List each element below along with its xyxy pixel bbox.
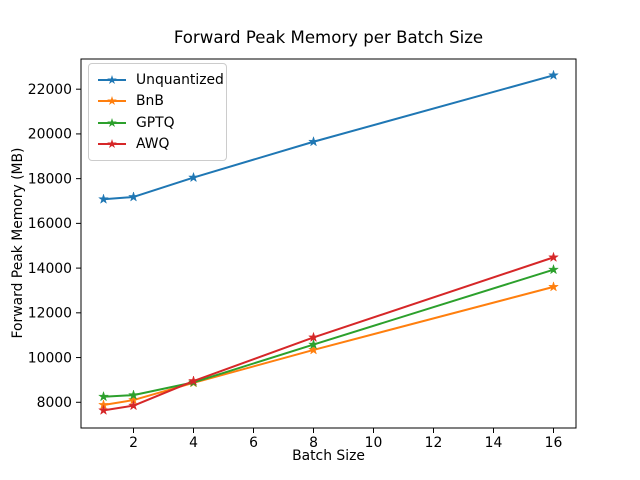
data-point-marker [187,171,200,183]
legend-item-gptq: GPTQ [97,112,218,134]
x-tick-label: 12 [425,435,443,451]
x-tick-label: 2 [129,435,138,451]
data-point-marker [307,344,320,355]
data-point-marker [307,331,320,343]
legend-line-sample [98,74,126,84]
data-point-marker [127,191,140,202]
y-tick-label: 18000 [28,171,72,187]
legend-label: BnB [136,93,164,110]
axes-frame [80,58,577,429]
y-tick-label: 16000 [28,216,72,232]
data-point-marker [97,404,110,416]
legend-line-sample [98,96,126,106]
legend-star-icon [107,139,117,149]
x-tick-label: 4 [189,435,198,451]
data-point-marker [307,338,320,350]
x-tick-label: 14 [485,435,503,451]
legend-star-icon [107,96,117,106]
y-tick-label: 14000 [28,261,72,277]
x-tick-label: 16 [545,435,563,451]
legend-label: GPTQ [136,114,175,131]
data-point-marker [547,281,560,292]
y-tick-label: 12000 [28,306,72,322]
y-tick-label: 8000 [37,395,72,411]
legend-item-awq: AWQ [97,134,218,156]
legend-item-bnb: BnB [97,91,218,113]
data-point-marker [97,390,110,402]
data-point-marker [127,399,140,411]
data-point-marker [187,375,200,386]
chart-title: Forward Peak Memory per Batch Size [173,28,484,47]
data-point-marker [547,251,560,263]
x-axis-label: Batch Size [292,448,365,464]
y-tick-label: 20000 [28,127,72,143]
legend-star-icon [107,117,117,127]
legend-line-sample [98,139,126,149]
y-tick-label: 10000 [28,350,72,366]
data-point-marker [547,263,560,275]
data-point-marker [97,193,110,204]
legend-line-sample [98,117,126,127]
x-tick-label: 10 [365,435,383,451]
legend: Unquantized BnB GPTQ AWQ [88,63,227,161]
legend-item-unquantized: Unquantized [97,69,224,91]
data-point-marker [547,69,560,81]
data-point-marker [127,389,140,400]
x-tick-label: 6 [249,435,258,451]
legend-label: Unquantized [136,71,224,88]
y-tick-label: 22000 [28,82,72,98]
x-tick-label: 8 [309,435,318,451]
data-point-marker [307,135,320,147]
legend-star-icon [107,74,117,84]
legend-label: AWQ [136,136,170,153]
